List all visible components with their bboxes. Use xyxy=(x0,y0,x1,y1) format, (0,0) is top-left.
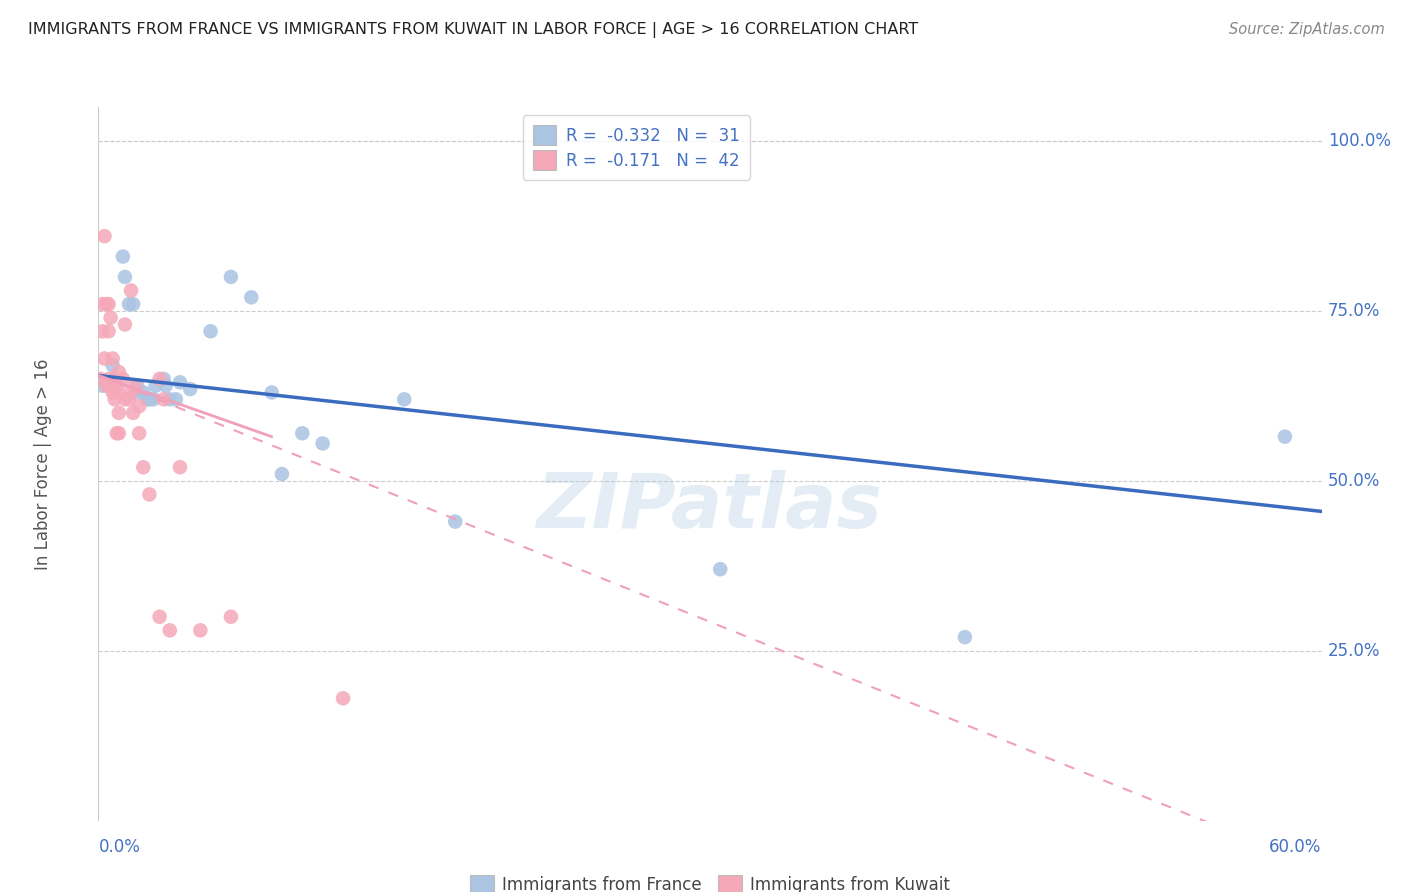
Point xyxy=(108,426,131,441)
Point xyxy=(97,372,120,386)
Point xyxy=(124,385,146,400)
Point xyxy=(105,378,128,392)
Point xyxy=(91,324,114,338)
Point xyxy=(108,365,131,379)
Point xyxy=(91,378,114,392)
Point xyxy=(108,406,131,420)
Point xyxy=(219,269,242,284)
Point xyxy=(104,392,127,407)
Point xyxy=(152,372,174,386)
Point xyxy=(138,392,160,407)
Text: 25.0%: 25.0% xyxy=(1327,641,1381,660)
Point xyxy=(96,378,118,392)
Point xyxy=(240,290,263,304)
Point xyxy=(159,624,181,638)
Point xyxy=(169,376,191,390)
Point xyxy=(89,372,111,386)
Point xyxy=(122,406,145,420)
Text: ZIPatlas: ZIPatlas xyxy=(537,470,883,543)
Point xyxy=(709,562,731,576)
Point xyxy=(138,487,160,501)
Point xyxy=(124,378,146,392)
Point xyxy=(132,460,155,475)
Point xyxy=(149,609,172,624)
Point xyxy=(100,378,122,392)
Point xyxy=(114,318,136,332)
Point xyxy=(142,392,165,407)
Point xyxy=(169,460,191,475)
Point xyxy=(105,426,128,441)
Point xyxy=(444,515,467,529)
Text: 0.0%: 0.0% xyxy=(98,838,141,856)
Point xyxy=(200,324,222,338)
Point xyxy=(149,372,172,386)
Point xyxy=(111,250,134,264)
Point xyxy=(165,392,187,407)
Point xyxy=(291,426,314,441)
Point xyxy=(97,297,120,311)
Point xyxy=(93,229,115,244)
Point xyxy=(136,392,159,407)
Text: 100.0%: 100.0% xyxy=(1327,132,1391,150)
Point xyxy=(152,392,174,407)
Point xyxy=(96,297,118,311)
Point xyxy=(114,269,136,284)
Point xyxy=(179,382,201,396)
Point xyxy=(132,385,155,400)
Text: In Labor Force | Age > 16: In Labor Force | Age > 16 xyxy=(34,358,52,570)
Point xyxy=(97,324,120,338)
Point xyxy=(104,372,127,386)
Point xyxy=(101,385,124,400)
Point xyxy=(392,392,416,407)
Text: 75.0%: 75.0% xyxy=(1327,301,1381,320)
Point xyxy=(120,385,142,400)
Text: 50.0%: 50.0% xyxy=(1327,472,1381,490)
Point xyxy=(332,691,354,706)
Point xyxy=(114,392,136,407)
Point xyxy=(101,359,124,373)
Point xyxy=(120,284,142,298)
Point xyxy=(93,351,115,366)
Point xyxy=(128,426,150,441)
Point xyxy=(101,351,124,366)
Text: Source: ZipAtlas.com: Source: ZipAtlas.com xyxy=(1229,22,1385,37)
Point xyxy=(188,624,212,638)
Text: 60.0%: 60.0% xyxy=(1270,838,1322,856)
Point xyxy=(145,378,167,392)
Text: IMMIGRANTS FROM FRANCE VS IMMIGRANTS FROM KUWAIT IN LABOR FORCE | AGE > 16 CORRE: IMMIGRANTS FROM FRANCE VS IMMIGRANTS FRO… xyxy=(28,22,918,38)
Point xyxy=(91,297,114,311)
Point xyxy=(108,385,131,400)
Point xyxy=(953,630,976,644)
Point xyxy=(100,310,122,325)
Point xyxy=(155,378,177,392)
Point xyxy=(219,609,242,624)
Point xyxy=(118,297,141,311)
Point xyxy=(122,297,145,311)
Point xyxy=(159,392,181,407)
Point xyxy=(270,467,294,481)
Point xyxy=(127,378,149,392)
Point xyxy=(1274,430,1296,444)
Point xyxy=(111,372,134,386)
Legend: Immigrants from France, Immigrants from Kuwait: Immigrants from France, Immigrants from … xyxy=(464,868,956,892)
Point xyxy=(312,436,335,450)
Point xyxy=(260,385,283,400)
Point xyxy=(128,399,150,413)
Point xyxy=(118,392,141,407)
